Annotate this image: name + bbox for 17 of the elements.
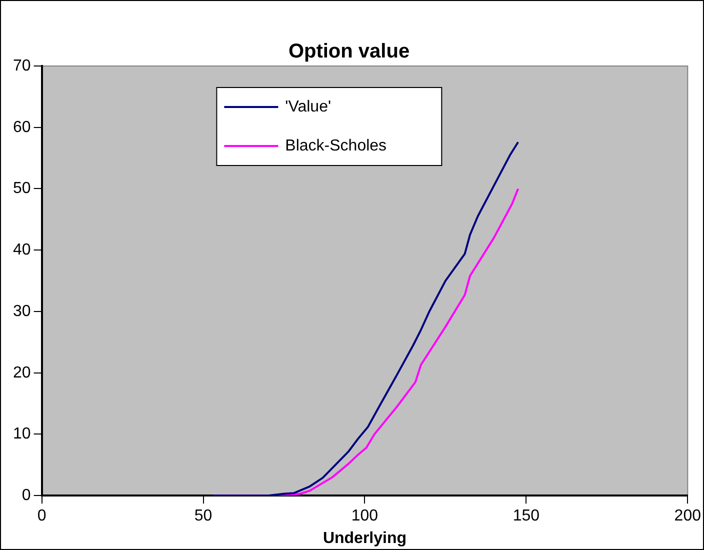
x-tick-label: 100: [351, 508, 378, 525]
y-tick-label: 0: [22, 487, 31, 504]
x-tick-label: 200: [674, 508, 702, 525]
y-tick-label: 60: [13, 118, 31, 136]
y-tick-label: 20: [13, 364, 31, 382]
legend-label: Black-Scholes: [285, 137, 387, 154]
y-tick-label: 70: [13, 57, 31, 74]
y-tick-label: 10: [13, 426, 31, 443]
chart-title: Option value: [288, 40, 410, 63]
x-tick-label: 50: [194, 508, 212, 525]
y-tick-label: 30: [13, 302, 31, 320]
x-tick-label: 0: [37, 508, 46, 525]
legend-label: 'Value': [285, 98, 332, 116]
x-axis-title: Underlying: [322, 530, 407, 547]
x-tick-label: 150: [512, 508, 540, 525]
y-tick-label: 40: [13, 242, 31, 259]
y-tick-label: 50: [13, 180, 31, 198]
